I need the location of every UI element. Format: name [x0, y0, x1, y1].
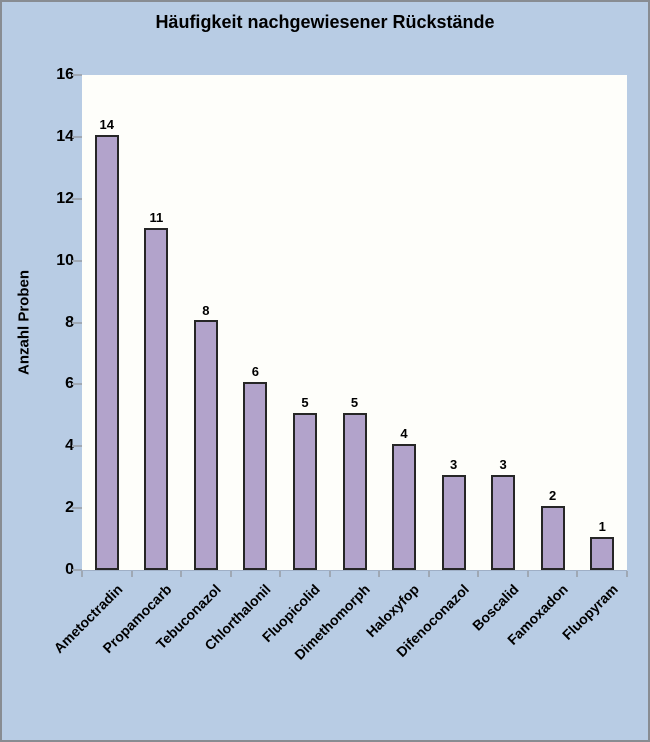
y-tick-mark [72, 135, 82, 138]
chart-title: Häufigkeit nachgewiesener Rückstände [155, 12, 495, 32]
y-tick-mark [72, 259, 82, 262]
x-tick-mark [378, 571, 381, 577]
bar-value-label: 3 [449, 457, 458, 473]
bar-value-label: 5 [350, 395, 359, 411]
bar-value-label: 14 [99, 116, 114, 132]
bar-Famoxadon [540, 506, 565, 570]
y-tick-label: 16 [56, 66, 74, 83]
y-tick-label: 2 [65, 499, 74, 517]
bar-value-label: 6 [251, 364, 260, 380]
y-tick-label: 14 [56, 127, 74, 145]
y-tick-label: 6 [65, 375, 74, 393]
x-tick-mark [328, 571, 331, 577]
y-tick-label: 12 [56, 189, 74, 207]
bar-value-label: 1 [598, 519, 606, 535]
y-tick-mark [72, 321, 82, 324]
bar-value-label: 11 [149, 209, 164, 225]
x-tick-mark [81, 571, 83, 577]
bar-Dimethomorph [342, 413, 367, 570]
bar-Haloxyfop [392, 444, 417, 570]
x-tick-mark [477, 571, 480, 577]
x-tick-mark [130, 571, 133, 577]
x-tick-mark [229, 571, 232, 577]
bar-Fluopicolid [292, 413, 317, 570]
x-tick-mark [576, 571, 579, 577]
y-tick-mark [72, 74, 82, 76]
bar-Propamocarb [144, 228, 169, 570]
y-tick-label: 4 [65, 437, 74, 455]
y-tick-mark [72, 569, 82, 571]
x-tick-mark [427, 571, 430, 577]
plot-area: 14 11 8 6 5 5 4 3 3 2 1 [82, 75, 627, 571]
y-tick-label: 8 [65, 313, 74, 331]
bar-Difenoconazol [441, 475, 466, 570]
x-tick-mark [626, 571, 628, 577]
bar-Tebuconazol [193, 320, 218, 570]
bar-Ametoctradin [94, 135, 119, 570]
y-tick-mark [72, 507, 82, 510]
bar-Boscalid [491, 475, 516, 570]
bar-value-label: 2 [549, 488, 557, 504]
x-tick-mark [180, 571, 183, 577]
y-tick-mark [72, 197, 82, 200]
bar-value-label: 4 [400, 426, 408, 442]
bar-Chlorthalonil [243, 382, 268, 570]
y-tick-mark [72, 383, 82, 386]
bar-value-label: 5 [301, 395, 309, 411]
bar-value-label: 8 [202, 302, 210, 318]
y-tick-label: 10 [56, 251, 74, 269]
x-tick-mark [526, 571, 529, 577]
bar-Fluopyram [590, 537, 615, 570]
x-tick-mark [279, 571, 282, 577]
y-tick-mark [72, 445, 82, 448]
y-tick-label: 0 [65, 561, 74, 578]
bar-value-label: 3 [499, 457, 507, 473]
